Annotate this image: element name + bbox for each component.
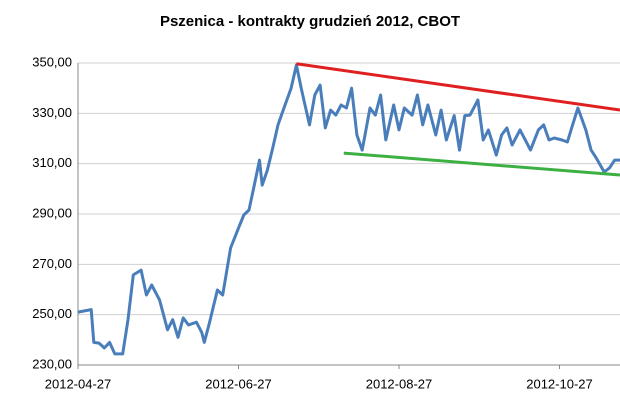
y-tick-label: 250,00: [32, 306, 72, 321]
trend-line: [343, 151, 620, 177]
y-tick-label: 330,00: [32, 105, 72, 120]
chart-title: Pszenica - kontrakty grudzień 2012, CBOT: [160, 13, 460, 30]
x-tick-label: 2012-08-27: [366, 376, 433, 391]
data-line: [77, 63, 620, 356]
trend-line: [296, 62, 620, 112]
y-tick-label: 290,00: [32, 205, 72, 220]
y-tick-label: 310,00: [32, 155, 72, 170]
y-tick-label: 270,00: [32, 256, 72, 271]
x-tick-label: 2012-04-27: [45, 376, 112, 391]
y-tick-label: 230,00: [32, 356, 72, 371]
x-tick-label: 2012-10-27: [526, 376, 593, 391]
x-tick-label: 2012-06-27: [205, 376, 272, 391]
y-tick-label: 350,00: [32, 54, 72, 69]
